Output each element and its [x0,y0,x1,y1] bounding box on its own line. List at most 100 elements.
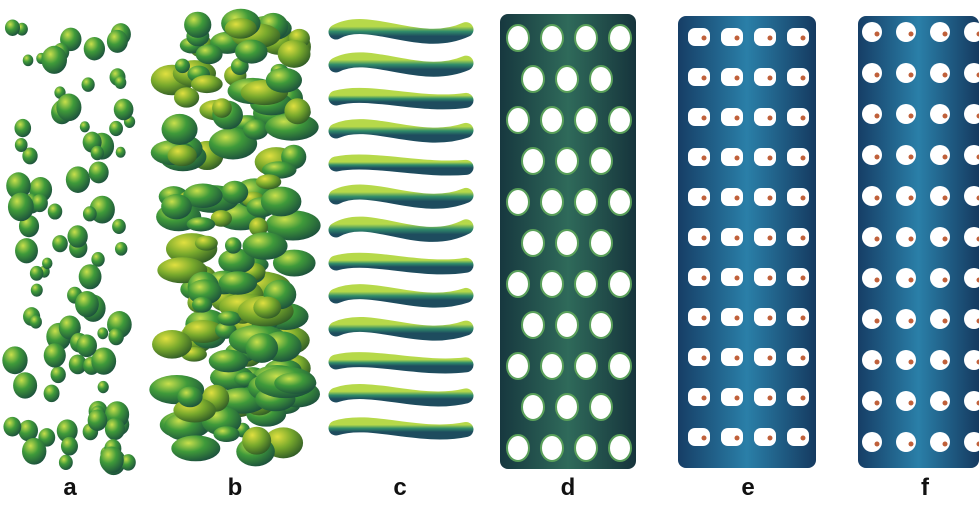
blob [196,44,223,64]
sphere [61,437,78,456]
pore-dot [909,237,914,242]
sphere [82,77,95,92]
blob [152,330,192,359]
pore-dot [801,236,806,241]
pore-dot [702,76,707,81]
pore [862,350,882,370]
sphere [52,235,68,252]
pore-dot [875,319,880,324]
pore [575,25,597,51]
pore [930,145,950,165]
pore-dot [943,155,948,160]
pore-dot [801,76,806,81]
blob [175,59,190,74]
pore [930,309,950,329]
pore-dot [909,32,914,37]
sphere [115,76,127,89]
pore [896,227,916,247]
pore [787,28,809,46]
pore [930,63,950,83]
pore-dot [875,32,880,37]
pore [930,350,950,370]
blob [184,12,211,38]
pore [896,186,916,206]
blob [225,237,242,253]
pore [522,148,544,174]
pore [522,230,544,256]
sphere [115,242,127,256]
ring [336,127,466,136]
pore [522,66,544,92]
pore-dot [702,276,707,281]
sphere [100,447,124,474]
pore [754,428,776,446]
pore-dot [943,32,948,37]
pore [609,189,631,215]
pore [688,108,710,126]
pore [862,391,882,411]
pore [575,189,597,215]
blob [217,311,241,326]
pore [862,432,882,452]
pore-dot [768,156,773,161]
pore [688,68,710,86]
pore [609,435,631,461]
pore [787,308,809,326]
pore-dot [768,36,773,41]
pore-dot [875,73,880,78]
pore [721,428,743,446]
blob [235,40,268,64]
pore [590,66,612,92]
sphere [91,252,104,267]
pore-dot [909,114,914,119]
blob [171,435,220,461]
page: a b c d e f (() => { const data = JSON.p… [0,0,979,507]
blob [187,217,216,231]
pore-dot [702,156,707,161]
pore [575,353,597,379]
blob [242,232,287,260]
pore [507,25,529,51]
blob [225,18,257,38]
pore-dot [702,196,707,201]
sphere [30,266,44,281]
pore [896,104,916,124]
pore [541,107,563,133]
pore [556,312,578,338]
pore [754,108,776,126]
pore-dot [801,36,806,41]
pore [754,188,776,206]
pore [721,348,743,366]
pore [787,428,809,446]
panel-label: e [741,474,754,501]
pore [930,227,950,247]
blob [195,236,218,251]
ring [336,27,466,37]
blob [278,40,311,68]
pore-dot [801,116,806,121]
ring [336,260,466,267]
pore-dot [875,155,880,160]
pore [609,271,631,297]
pore-dot [943,237,948,242]
sphere [15,238,38,263]
pore-dot [909,278,914,283]
sphere [3,417,21,437]
blob [168,145,197,166]
pore [754,388,776,406]
pore-dot [875,401,880,406]
blob [253,297,281,319]
pore [556,66,578,92]
pore-dot [943,196,948,201]
pore-dot [909,401,914,406]
blob [162,114,198,145]
pore [688,308,710,326]
pore-dot [909,442,914,447]
pore [754,268,776,286]
pore [688,348,710,366]
ring [336,360,466,366]
sphere [5,19,20,36]
pore-dot [801,196,806,201]
sphere [42,258,52,269]
pore-dot [909,155,914,160]
